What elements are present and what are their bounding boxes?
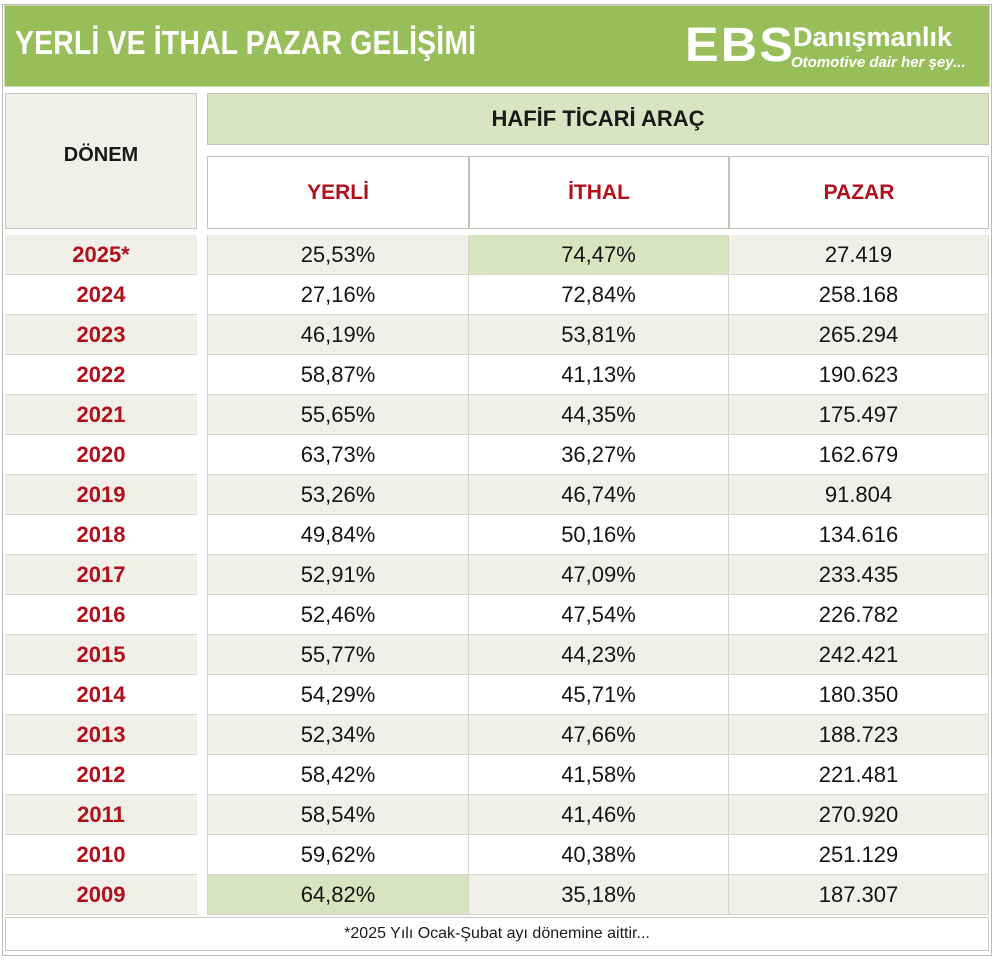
yerli-cell: 59,62% <box>207 835 469 875</box>
table-row: 2020 63,73% 36,27% 162.679 <box>0 435 996 475</box>
logo-name: Danışmanlık <box>793 22 953 52</box>
table-row: 2009 64,82% 35,18% 187.307 <box>0 875 996 915</box>
period-cell: 2024 <box>5 275 197 315</box>
pazar-cell: 134.616 <box>729 515 989 555</box>
pazar-cell: 270.920 <box>729 795 989 835</box>
ithal-cell: 74,47% <box>469 235 729 275</box>
period-cell: 2019 <box>5 475 197 515</box>
table-row: 2012 58,42% 41,58% 221.481 <box>0 755 996 795</box>
period-cell: 2021 <box>5 395 197 435</box>
column-header-yerli: YERLİ <box>207 156 469 229</box>
period-cell: 2014 <box>5 675 197 715</box>
pazar-cell: 180.350 <box>729 675 989 715</box>
page-title: YERLİ VE İTHAL PAZAR GELİŞİMİ <box>15 24 477 61</box>
column-header-ithal: İTHAL <box>469 156 729 229</box>
period-cell: 2017 <box>5 555 197 595</box>
period-cell: 2015 <box>5 635 197 675</box>
period-cell: 2011 <box>5 795 197 835</box>
title-bar: YERLİ VE İTHAL PAZAR GELİŞİMİ EBS Danışm… <box>4 5 990 87</box>
pazar-cell: 221.481 <box>729 755 989 795</box>
period-cell: 2020 <box>5 435 197 475</box>
footnote: *2025 Yılı Ocak-Şubat ayı dönemine aitti… <box>5 917 989 951</box>
ithal-cell: 40,38% <box>469 835 729 875</box>
yerli-cell: 55,77% <box>207 635 469 675</box>
table-row: 2014 54,29% 45,71% 180.350 <box>0 675 996 715</box>
period-cell: 2016 <box>5 595 197 635</box>
period-header: DÖNEM <box>5 93 197 229</box>
ithal-cell: 47,09% <box>469 555 729 595</box>
period-cell: 2025* <box>5 235 197 275</box>
period-cell: 2018 <box>5 515 197 555</box>
ithal-cell: 50,16% <box>469 515 729 555</box>
pazar-cell: 226.782 <box>729 595 989 635</box>
ithal-cell: 45,71% <box>469 675 729 715</box>
pazar-cell: 251.129 <box>729 835 989 875</box>
column-header-pazar: PAZAR <box>729 156 989 229</box>
table-row: 2013 52,34% 47,66% 188.723 <box>0 715 996 755</box>
logo-letters: EBS <box>685 19 795 72</box>
pazar-cell: 242.421 <box>729 635 989 675</box>
yerli-cell: 53,26% <box>207 475 469 515</box>
pazar-cell: 91.804 <box>729 475 989 515</box>
yerli-cell: 55,65% <box>207 395 469 435</box>
ithal-cell: 44,35% <box>469 395 729 435</box>
yerli-cell: 27,16% <box>207 275 469 315</box>
yerli-cell: 58,54% <box>207 795 469 835</box>
table-row: 2015 55,77% 44,23% 242.421 <box>0 635 996 675</box>
yerli-cell: 52,34% <box>207 715 469 755</box>
pazar-cell: 27.419 <box>729 235 989 275</box>
pazar-cell: 258.168 <box>729 275 989 315</box>
period-cell: 2022 <box>5 355 197 395</box>
period-cell: 2010 <box>5 835 197 875</box>
table-body: 2025* 25,53% 74,47% 27.419 2024 27,16% 72,84% 2… <box>0 235 996 915</box>
ithal-cell: 41,46% <box>469 795 729 835</box>
yerli-cell: 52,46% <box>207 595 469 635</box>
ebs-logo: EBS Danışmanlık Otomotive dair her şey..… <box>681 18 981 80</box>
period-cell: 2013 <box>5 715 197 755</box>
table-row: 2021 55,65% 44,35% 175.497 <box>0 395 996 435</box>
ithal-cell: 41,58% <box>469 755 729 795</box>
pazar-cell: 265.294 <box>729 315 989 355</box>
ithal-cell: 72,84% <box>469 275 729 315</box>
table-row: 2025* 25,53% 74,47% 27.419 <box>0 235 996 275</box>
logo-tagline: Otomotive dair her şey... <box>791 54 966 71</box>
pazar-cell: 188.723 <box>729 715 989 755</box>
yerli-cell: 54,29% <box>207 675 469 715</box>
table-row: 2019 53,26% 46,74% 91.804 <box>0 475 996 515</box>
table-row: 2022 58,87% 41,13% 190.623 <box>0 355 996 395</box>
yerli-cell: 46,19% <box>207 315 469 355</box>
yerli-cell: 58,87% <box>207 355 469 395</box>
ithal-cell: 47,54% <box>469 595 729 635</box>
yerli-cell: 63,73% <box>207 435 469 475</box>
table-row: 2011 58,54% 41,46% 270.920 <box>0 795 996 835</box>
yerli-cell: 49,84% <box>207 515 469 555</box>
period-cell: 2009 <box>5 875 197 915</box>
period-cell: 2023 <box>5 315 197 355</box>
ithal-cell: 35,18% <box>469 875 729 915</box>
ithal-cell: 36,27% <box>469 435 729 475</box>
yerli-cell: 58,42% <box>207 755 469 795</box>
pazar-cell: 175.497 <box>729 395 989 435</box>
ithal-cell: 44,23% <box>469 635 729 675</box>
pazar-cell: 190.623 <box>729 355 989 395</box>
ithal-cell: 53,81% <box>469 315 729 355</box>
table-row: 2024 27,16% 72,84% 258.168 <box>0 275 996 315</box>
ithal-cell: 41,13% <box>469 355 729 395</box>
ithal-cell: 46,74% <box>469 475 729 515</box>
table-row: 2017 52,91% 47,09% 233.435 <box>0 555 996 595</box>
ithal-cell: 47,66% <box>469 715 729 755</box>
period-cell: 2012 <box>5 755 197 795</box>
pazar-cell: 162.679 <box>729 435 989 475</box>
pazar-cell: 187.307 <box>729 875 989 915</box>
group-header: HAFİF TİCARİ ARAÇ <box>207 93 989 145</box>
table-row: 2023 46,19% 53,81% 265.294 <box>0 315 996 355</box>
table-row: 2010 59,62% 40,38% 251.129 <box>0 835 996 875</box>
yerli-cell: 52,91% <box>207 555 469 595</box>
yerli-cell: 64,82% <box>207 875 469 915</box>
yerli-cell: 25,53% <box>207 235 469 275</box>
table-row: 2018 49,84% 50,16% 134.616 <box>0 515 996 555</box>
pazar-cell: 233.435 <box>729 555 989 595</box>
table-row: 2016 52,46% 47,54% 226.782 <box>0 595 996 635</box>
